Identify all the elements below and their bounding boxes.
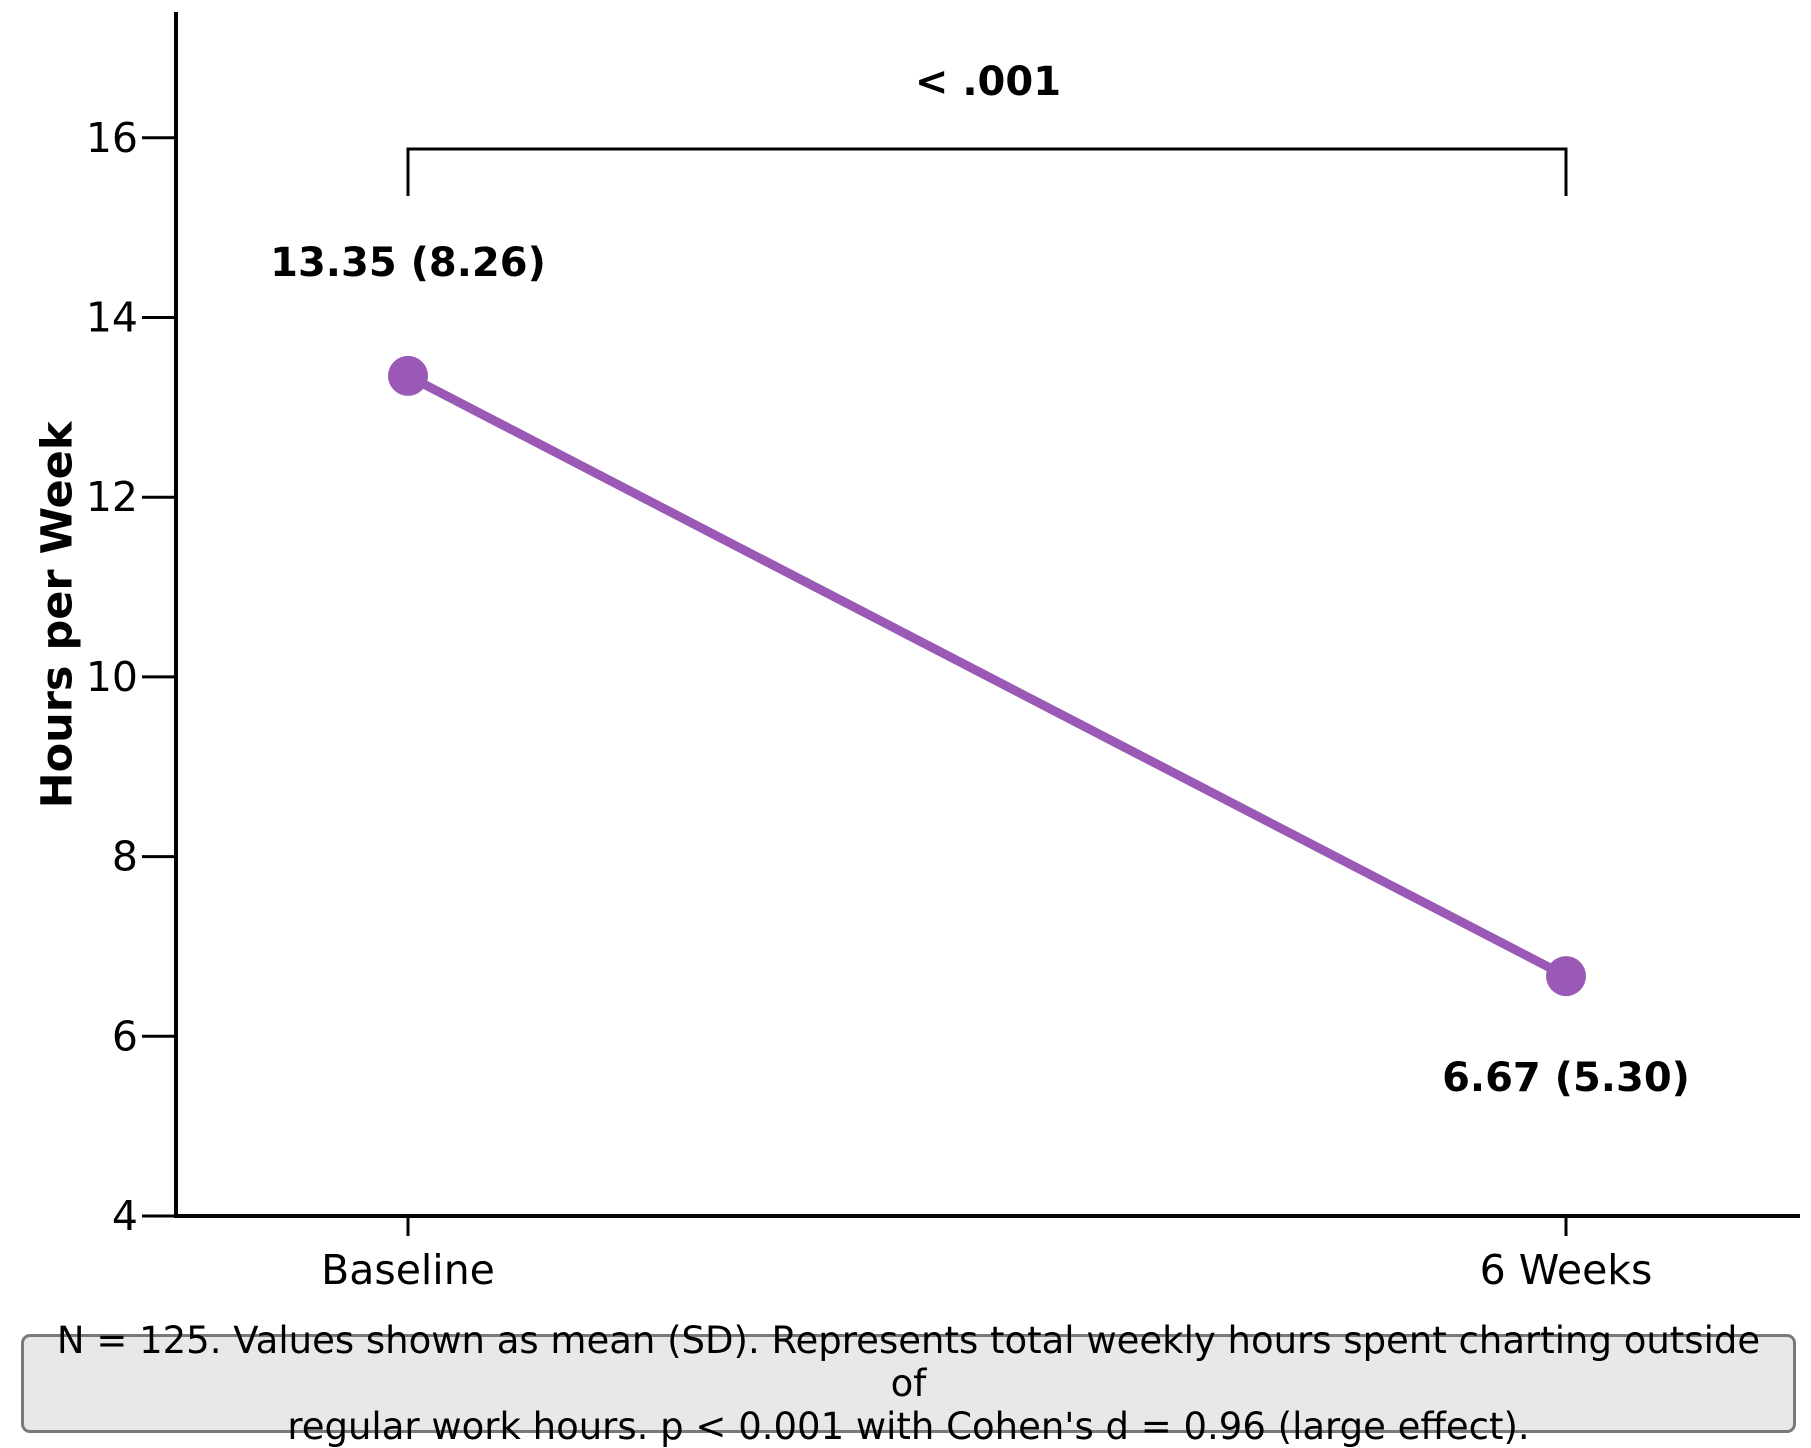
note-line-1: N = 125. Values shown as mean (SD). Repr… [56, 1319, 1761, 1405]
data-point [1546, 956, 1586, 997]
data-point [388, 355, 428, 396]
y-tick-label: 10 [86, 653, 138, 701]
y-axis-ticks: 4 6 8 10 12 14 16 [86, 114, 176, 1240]
y-axis-title: Hours per Week [33, 420, 83, 808]
y-tick-label: 8 [112, 833, 138, 881]
y-tick-label: 14 [86, 293, 138, 341]
note-line-2: regular work hours. p < 0.001 with Cohen… [287, 1405, 1530, 1448]
y-tick-label: 6 [112, 1012, 138, 1060]
significance-bracket: < .001 [406, 59, 1568, 196]
x-tick-label: Baseline [321, 1246, 495, 1294]
y-tick-label: 16 [86, 114, 138, 162]
series-group: 13.35 (8.26) 6.67 (5.30) [270, 240, 1690, 1101]
x-axis-ticks: Baseline 6 Weeks [321, 1216, 1652, 1294]
data-label: 13.35 (8.26) [270, 240, 546, 286]
significance-label: < .001 [915, 59, 1061, 105]
y-tick-label: 4 [112, 1192, 138, 1240]
series-line [403, 371, 1571, 981]
significance-bracket-line [406, 147, 1568, 196]
line-chart: 4 6 8 10 12 14 16 Baseline 6 Weeks Hours per We… [33, 12, 1800, 1294]
data-label: 6.67 (5.30) [1442, 1055, 1690, 1101]
x-tick-label: 6 Weeks [1480, 1246, 1653, 1294]
y-tick-label: 12 [86, 473, 138, 521]
note-box: N = 125. Values shown as mean (SD). Repr… [21, 1319, 1796, 1448]
